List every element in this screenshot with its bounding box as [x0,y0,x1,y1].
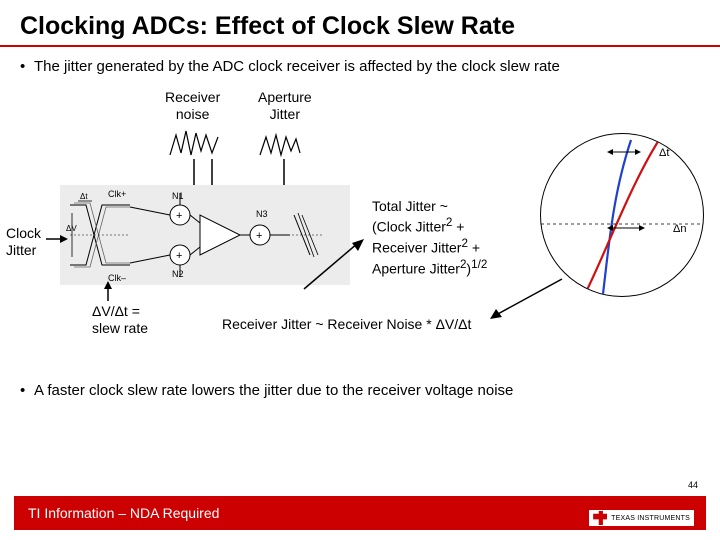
formula-total-jitter: Total Jitter ~ (Clock Jitter2 + Receiver… [372,197,487,278]
aperture-jitter-icon [258,133,304,159]
footer-text: TI Information – NDA Required [28,505,219,521]
arrow-output-to-formula [300,235,370,295]
ti-logo-text: TEXAS INSTRUMENTS [611,515,690,522]
label-clock-jitter: Clock Jitter [6,225,41,259]
dt2-label: Δt [659,147,669,159]
svg-text:+: + [256,230,262,242]
tj-l4: Aperture Jitter [372,261,460,277]
svg-text:+: + [176,250,182,262]
svg-text:+: + [176,210,182,222]
diagram-area: Receiver noise Aperture Jitter Clock Jit… [0,77,720,377]
plus2: + [468,240,480,256]
label-slew-rate: ΔV/Δt = slew rate [92,303,148,337]
n3-label: N3 [256,209,268,219]
label-receiver-noise: Receiver noise [165,89,220,123]
n2-label: N2 [172,269,184,279]
tj-l1: Total Jitter ~ [372,198,448,214]
slide-title: Clocking ADCs: Effect of Clock Slew Rate [0,0,720,47]
slew-circle-diagram: Δn Δt [540,133,704,297]
clk-plus-label: Clk+ [108,189,126,199]
tj-l2: (Clock Jitter [372,219,446,235]
dn-label: Δn [673,223,686,235]
arrow-slew-to-circuit [102,281,116,303]
plus1: + [452,219,464,235]
arrow-circle-to-formula [488,275,568,323]
n1-label: N1 [172,191,184,201]
dt-label: Δt [80,192,88,201]
label-aperture-jitter: Aperture Jitter [258,89,312,123]
suphalf: 1/2 [471,258,487,271]
receiver-noise-icon [168,129,222,159]
ti-logo: TEXAS INSTRUMENTS [589,510,694,526]
ti-logo-icon [593,511,607,525]
bullet-1: The jitter generated by the ADC clock re… [0,47,720,77]
tj-l3: Receiver Jitter [372,240,461,256]
bullet-2: A faster clock slew rate lowers the jitt… [0,377,720,401]
page-number: 44 [688,480,698,490]
arrow-clockjitter-to-circuit [46,233,70,245]
formula-receiver-jitter: Receiver Jitter ~ Receiver Noise * ΔV/Δt [222,315,471,333]
